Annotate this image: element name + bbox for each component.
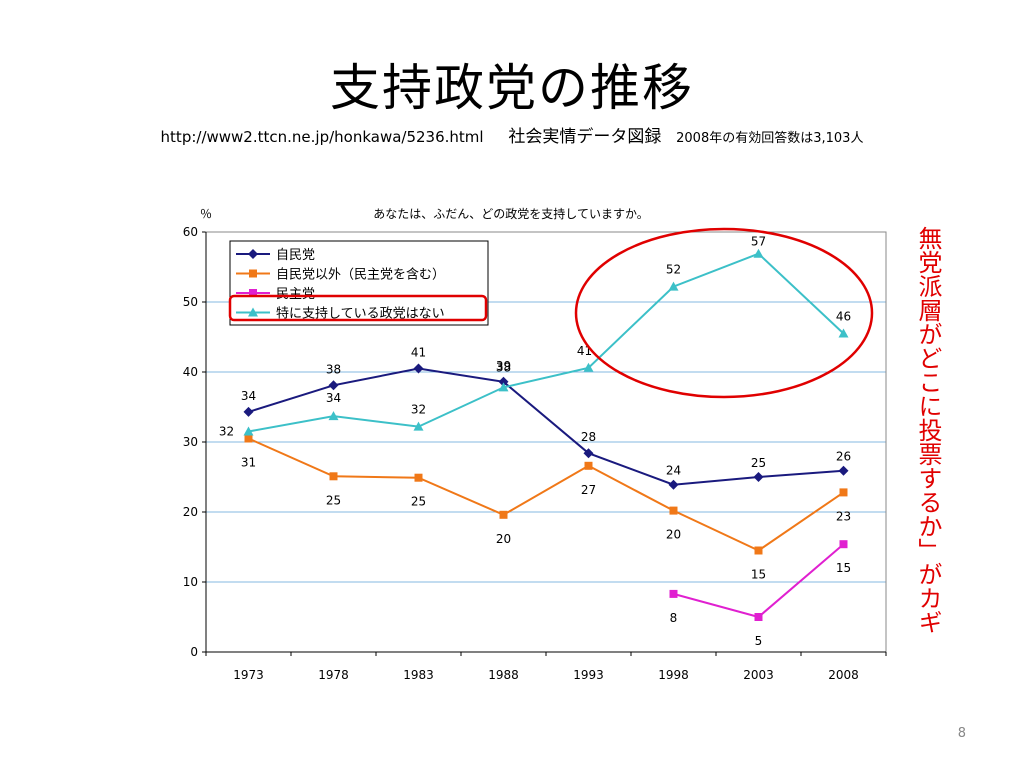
- y-axis-unit: ％: [200, 207, 212, 221]
- data-label: 34: [241, 389, 256, 403]
- data-point: [838, 465, 849, 476]
- data-point: [839, 488, 848, 497]
- respondent-note: 2008年の有効回答数は3,103人: [676, 131, 864, 146]
- x-tick-label: 1973: [233, 668, 264, 682]
- data-label: 32: [411, 403, 426, 417]
- data-label: 38: [326, 362, 341, 376]
- x-tick-label: 1988: [488, 668, 519, 682]
- support-party-chart: 0 10 20 30 40 50 60 1973 1978 1983 1988 1993 1998 200…: [183, 206, 887, 682]
- data-label: 8: [670, 611, 678, 625]
- data-point: [413, 421, 424, 431]
- data-label: 31: [241, 456, 256, 470]
- source-name: 社会実情データ図録: [508, 127, 662, 147]
- data-point: [668, 281, 679, 291]
- data-label: 32: [219, 425, 234, 439]
- legend-label: 自民党以外（民主党を含む）: [276, 267, 445, 283]
- data-point: [243, 406, 254, 417]
- data-point: [753, 248, 764, 258]
- y-tick-label: 0: [190, 645, 198, 659]
- y-tick-label: 50: [183, 295, 198, 309]
- chart-title: あなたは、ふだん、どの政党を支持していますか。: [373, 206, 648, 221]
- highlight-ellipse: [574, 227, 874, 399]
- page-number: 8: [957, 726, 966, 741]
- data-point: [414, 473, 423, 482]
- data-label: 46: [836, 310, 851, 324]
- data-point: [244, 434, 253, 443]
- legend-swatch-marker: [249, 289, 257, 297]
- data-label: 28: [581, 430, 596, 444]
- data-point: [328, 380, 339, 391]
- data-point: [413, 363, 424, 374]
- legend-swatch-marker: [248, 249, 258, 259]
- data-label: 25: [751, 456, 766, 470]
- data-point: [839, 540, 848, 549]
- data-label: 26: [836, 450, 851, 464]
- data-point: [838, 328, 849, 338]
- data-point: [669, 589, 678, 598]
- data-label: 24: [666, 464, 681, 478]
- x-tick-label: 1993: [573, 668, 604, 682]
- x-tick-label: 1998: [658, 668, 689, 682]
- y-tick-label: 20: [183, 505, 198, 519]
- data-point: [329, 472, 338, 481]
- data-point: [498, 376, 509, 387]
- legend-box: [229, 240, 489, 326]
- y-tick-label: 30: [183, 435, 198, 449]
- data-point: [753, 472, 764, 482]
- chart-series: [243, 248, 849, 621]
- legend-highlight-box: [228, 294, 488, 322]
- data-label: 38: [496, 360, 511, 374]
- y-tick-label: 60: [183, 225, 198, 239]
- data-point: [668, 479, 679, 490]
- data-point: [583, 362, 594, 372]
- slide-title: 支持政党の推移: [330, 59, 694, 117]
- data-point: [328, 411, 339, 421]
- data-label: 27: [581, 483, 596, 497]
- data-point: [669, 506, 678, 515]
- data-label: 34: [326, 391, 341, 405]
- slide-subtitle: http://www2.ttcn.ne.jp/honkawa/5236.html…: [0, 122, 1024, 147]
- legend-swatch-marker: [249, 269, 257, 278]
- data-label: 15: [836, 561, 851, 575]
- data-label: 15: [751, 568, 766, 582]
- data-point: [583, 448, 594, 459]
- y-tick-label: 40: [183, 365, 198, 379]
- data-label: 41: [577, 344, 592, 358]
- chart-axes: 0 10 20 30 40 50 60 1973 1978 1983 1988 1993 1998 200…: [183, 225, 887, 682]
- data-point: [243, 426, 254, 436]
- chart-data-labels: 34 38 41 39 28 24 25 26 31 25 25 20 27 20 15 23 8 5 15 32 34…: [219, 235, 851, 648]
- data-point: [754, 613, 763, 621]
- legend-label: 民主党: [276, 287, 315, 302]
- legend-label: 特に支持している政党はない: [276, 307, 445, 322]
- series-line: [248, 252, 845, 433]
- x-tick-label: 1978: [318, 668, 349, 682]
- x-tick-label: 1983: [403, 668, 434, 682]
- legend-label: 自民党: [276, 248, 315, 263]
- legend-swatch-marker: [248, 307, 258, 317]
- data-label: 39: [496, 359, 511, 373]
- series-line: [248, 437, 845, 552]
- y-tick-label: 10: [183, 575, 198, 589]
- data-label: 23: [836, 509, 851, 523]
- data-label: 5: [755, 634, 763, 648]
- data-point: [584, 461, 593, 470]
- data-point: [499, 510, 508, 519]
- data-label: 57: [751, 235, 766, 249]
- data-label: 25: [411, 495, 426, 509]
- series-line: [248, 367, 844, 486]
- source-url[interactable]: http://www2.ttcn.ne.jp/honkawa/5236.html: [160, 128, 484, 146]
- side-annotation: 無党派層がどこに投票するか」がカギ: [914, 226, 942, 634]
- data-point: [754, 546, 763, 555]
- x-tick-label: 2003: [743, 668, 774, 682]
- data-label: 52: [666, 263, 681, 277]
- data-point: [498, 382, 509, 392]
- data-label: 25: [326, 493, 341, 507]
- data-label: 20: [666, 528, 681, 542]
- x-tick-label: 2008: [828, 668, 859, 682]
- data-label: 41: [411, 346, 426, 360]
- data-label: 20: [496, 532, 511, 546]
